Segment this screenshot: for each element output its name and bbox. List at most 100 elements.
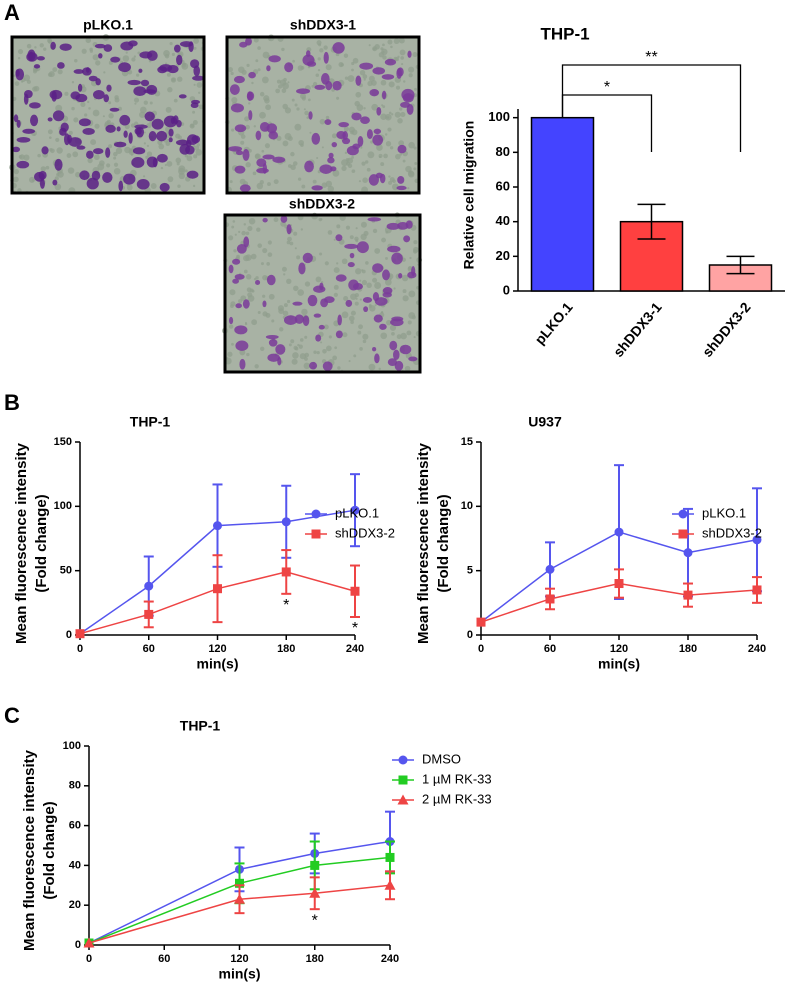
texture	[39, 43, 44, 48]
texture	[281, 47, 285, 52]
texture	[164, 163, 167, 167]
texture	[177, 76, 183, 82]
cell	[234, 273, 245, 280]
image-frame	[225, 35, 421, 195]
texture	[294, 103, 298, 107]
cell	[59, 43, 72, 51]
texture	[351, 155, 355, 159]
texture	[355, 268, 362, 275]
cell	[265, 334, 279, 340]
texture	[97, 163, 105, 171]
y-tick-label: 10	[461, 500, 473, 512]
texture	[389, 278, 392, 281]
texture	[372, 47, 376, 51]
texture	[240, 134, 246, 139]
cell	[190, 102, 199, 109]
cell	[397, 221, 409, 230]
marker	[678, 509, 688, 519]
texture	[247, 225, 253, 232]
texture	[149, 120, 153, 124]
texture	[374, 248, 381, 254]
marker	[213, 584, 222, 594]
texture	[304, 357, 308, 361]
texture	[355, 297, 358, 300]
marker	[614, 527, 624, 537]
cell	[173, 44, 181, 53]
texture	[353, 354, 357, 358]
texture	[281, 88, 287, 94]
legend-label: pLKO.1	[335, 505, 379, 520]
cell	[390, 318, 404, 327]
texture	[363, 78, 366, 81]
texture	[253, 277, 257, 281]
texture	[312, 179, 317, 184]
marker	[397, 794, 409, 805]
cell	[118, 180, 124, 192]
cell	[366, 129, 373, 140]
cell	[403, 235, 411, 243]
texture	[33, 69, 37, 74]
cell	[338, 122, 350, 128]
cell	[396, 185, 407, 191]
texture	[54, 183, 62, 191]
cell	[242, 299, 250, 309]
texture	[45, 165, 50, 170]
texture	[380, 79, 387, 86]
marker	[213, 521, 222, 531]
cell	[311, 185, 323, 191]
y-tick-label: 0	[75, 939, 81, 951]
texture	[130, 123, 136, 128]
texture	[23, 74, 31, 82]
y-axis-title: (Fold change)	[41, 801, 58, 899]
texture	[173, 98, 178, 103]
texture	[398, 37, 405, 44]
texture	[283, 273, 286, 276]
cell	[151, 118, 164, 130]
texture	[74, 59, 78, 63]
marker	[384, 879, 396, 890]
texture	[361, 269, 364, 272]
texture	[114, 97, 120, 103]
texture	[301, 96, 306, 101]
texture	[48, 136, 52, 139]
texture	[245, 124, 250, 130]
marker	[752, 585, 762, 595]
texture	[14, 81, 20, 86]
texture	[195, 149, 203, 156]
image-label: shDDX3-2	[289, 196, 355, 212]
texture	[178, 165, 186, 173]
marker	[678, 529, 688, 539]
cell	[92, 90, 105, 100]
texture	[297, 177, 302, 181]
cell	[52, 110, 65, 122]
texture	[333, 292, 338, 297]
texture	[165, 106, 172, 113]
cell	[175, 139, 189, 146]
texture	[400, 111, 406, 118]
texture	[401, 257, 406, 262]
texture	[84, 113, 88, 117]
texture	[23, 154, 30, 161]
texture	[158, 143, 165, 150]
cell	[106, 84, 112, 92]
cell	[23, 93, 29, 105]
cell	[311, 132, 321, 145]
texture	[381, 237, 387, 243]
texture	[277, 84, 283, 89]
cell	[98, 53, 103, 59]
marker	[75, 629, 85, 639]
texture	[241, 230, 246, 236]
cell	[283, 315, 298, 325]
legend-label: pLKO.1	[702, 505, 746, 520]
cell	[178, 94, 187, 99]
texture	[366, 167, 371, 172]
texture	[359, 69, 366, 76]
cell	[105, 124, 116, 133]
texture	[32, 86, 38, 92]
cell	[382, 269, 390, 281]
texture	[395, 153, 401, 160]
texture	[301, 184, 306, 189]
texture	[290, 164, 296, 171]
texture	[252, 171, 257, 176]
x-axis-title: min(s)	[197, 656, 239, 672]
